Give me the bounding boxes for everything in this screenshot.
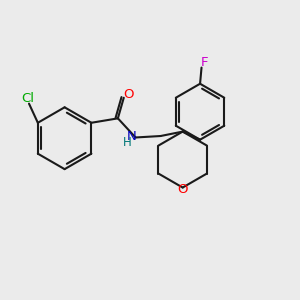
Text: N: N: [127, 130, 137, 142]
Text: O: O: [123, 88, 134, 101]
Text: Cl: Cl: [21, 92, 34, 105]
Text: H: H: [123, 136, 132, 149]
Text: F: F: [201, 56, 208, 69]
Text: O: O: [177, 182, 188, 196]
